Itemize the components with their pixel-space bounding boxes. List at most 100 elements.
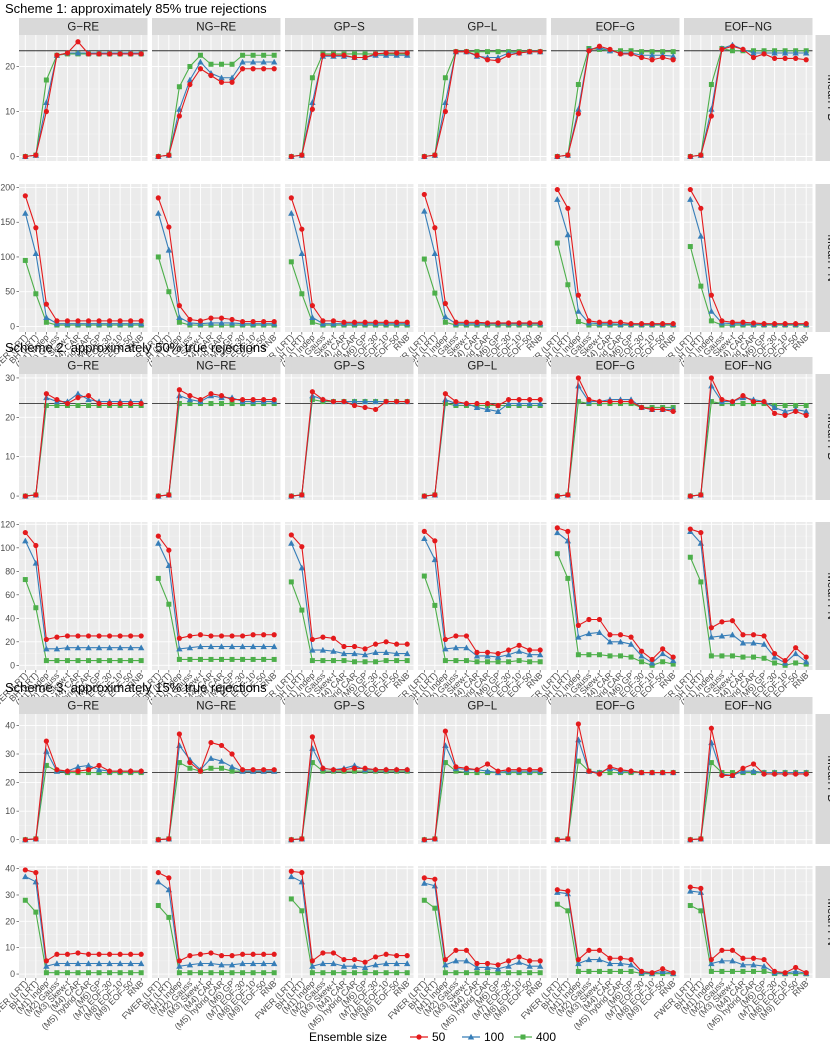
data-point-50 xyxy=(250,951,256,957)
data-point-100 xyxy=(218,643,225,650)
data-point-50 xyxy=(128,768,134,774)
data-point-50 xyxy=(197,768,204,774)
data-point-50 xyxy=(554,525,560,531)
y-tick-label: 20 xyxy=(5,412,15,422)
panel-fd xyxy=(684,35,813,161)
data-point-50 xyxy=(96,762,102,769)
data-point-50 xyxy=(649,57,655,63)
data-point-50 xyxy=(719,396,725,403)
data-point-100 xyxy=(442,961,449,968)
data-point-50 xyxy=(394,767,400,773)
data-point-50 xyxy=(85,951,92,957)
data-point-100 xyxy=(74,763,82,770)
data-point-400 xyxy=(660,659,666,665)
data-point-50 xyxy=(106,51,113,57)
data-point-50 xyxy=(166,152,172,158)
data-point-50 xyxy=(309,734,315,740)
data-point-50 xyxy=(698,152,704,158)
data-point-50 xyxy=(750,761,757,767)
data-point-100 xyxy=(351,650,358,657)
data-point-400 xyxy=(176,970,182,976)
panel-fn xyxy=(684,184,813,332)
data-point-400 xyxy=(708,760,714,766)
data-point-50 xyxy=(218,953,225,959)
data-point-50 xyxy=(85,633,92,639)
data-point-50 xyxy=(155,533,161,539)
data-point-50 xyxy=(218,315,225,321)
data-point-400 xyxy=(43,319,49,325)
data-point-50 xyxy=(218,393,225,399)
data-point-50 xyxy=(708,725,714,731)
data-point-100 xyxy=(197,643,204,650)
data-point-50 xyxy=(687,837,693,843)
data-point-50 xyxy=(484,400,491,407)
data-point-50 xyxy=(33,869,39,876)
panel-fd xyxy=(285,374,414,500)
data-point-100 xyxy=(186,76,194,83)
data-point-50 xyxy=(106,951,113,957)
data-point-100 xyxy=(207,643,215,650)
data-point-100 xyxy=(270,58,278,65)
data-point-100 xyxy=(505,400,512,407)
data-point-50 xyxy=(638,648,645,654)
data-point-50 xyxy=(372,641,379,647)
data-point-100 xyxy=(106,960,113,967)
data-point-400 xyxy=(107,970,113,976)
y-tick-label: 150 xyxy=(0,217,15,227)
panel-fn xyxy=(152,522,281,670)
data-point-400 xyxy=(166,914,172,920)
data-point-50 xyxy=(351,643,358,650)
data-point-50 xyxy=(670,57,676,63)
data-point-400 xyxy=(404,658,410,664)
data-point-100 xyxy=(43,645,50,652)
data-point-400 xyxy=(708,653,714,659)
data-point-50 xyxy=(43,391,49,397)
data-point-50 xyxy=(537,647,543,653)
data-point-400 xyxy=(197,656,203,662)
data-point-50 xyxy=(341,643,347,650)
data-point-50 xyxy=(341,767,347,773)
data-point-50 xyxy=(660,321,666,327)
data-point-100 xyxy=(176,314,183,320)
panel-title: GP−L xyxy=(467,361,497,373)
data-point-100 xyxy=(760,962,768,969)
panel-title: GP−L xyxy=(467,22,497,34)
data-point-400 xyxy=(575,319,581,325)
data-point-50 xyxy=(372,319,379,325)
data-point-50 xyxy=(218,633,225,639)
data-point-50 xyxy=(771,55,778,62)
data-point-100 xyxy=(309,646,316,653)
data-point-100 xyxy=(127,644,134,651)
data-point-400 xyxy=(240,656,246,662)
panel-title: EOF−NG xyxy=(724,701,772,713)
data-point-50 xyxy=(729,947,736,953)
panel-fn xyxy=(19,522,148,670)
data-point-50 xyxy=(341,319,347,325)
data-point-400 xyxy=(474,770,480,776)
row-label: Mean FD xyxy=(825,74,830,121)
data-point-100 xyxy=(575,633,582,640)
data-point-400 xyxy=(537,970,543,976)
data-point-50 xyxy=(649,406,655,413)
data-point-50 xyxy=(660,966,666,972)
data-point-400 xyxy=(565,575,571,581)
data-point-400 xyxy=(687,244,693,250)
data-point-100 xyxy=(421,535,428,542)
data-point-50 xyxy=(484,960,491,967)
data-point-50 xyxy=(628,51,634,57)
data-point-50 xyxy=(22,493,28,499)
legend-key-marker xyxy=(416,1034,422,1040)
data-point-100 xyxy=(197,58,204,65)
data-point-100 xyxy=(74,960,82,967)
data-point-400 xyxy=(506,659,512,665)
data-point-100 xyxy=(228,643,236,650)
data-point-400 xyxy=(516,658,522,664)
data-point-50 xyxy=(537,396,543,403)
data-point-100 xyxy=(484,964,491,971)
data-point-400 xyxy=(43,403,49,408)
data-point-50 xyxy=(394,641,400,647)
data-point-50 xyxy=(516,396,522,403)
data-point-400 xyxy=(86,403,92,408)
data-point-100 xyxy=(218,961,225,968)
